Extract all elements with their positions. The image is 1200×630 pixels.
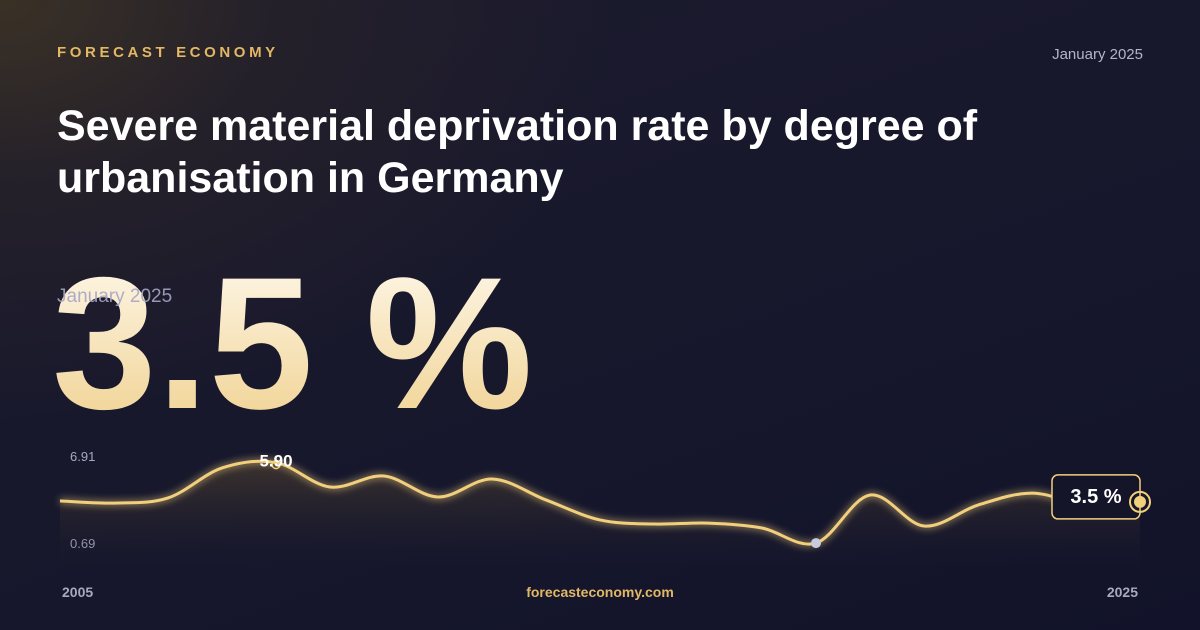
y-tick-label: 6.91: [70, 449, 95, 464]
date: January 2025: [1052, 46, 1143, 63]
x-tick-label: 2005: [62, 584, 93, 600]
footer: forecasteconomy.com: [526, 584, 674, 600]
brand: FORECAST ECONOMY: [57, 44, 279, 61]
headline-value: 3.5 %: [52, 238, 533, 448]
end-ring: [1129, 490, 1151, 513]
peak-label: 5.90: [259, 452, 292, 471]
end-label: 3.5 %: [1070, 486, 1121, 508]
peak-point: [271, 459, 281, 470]
x-tick-label: 2025: [1107, 584, 1138, 600]
end-point: [1134, 495, 1146, 508]
min-point: [811, 538, 821, 549]
area: [60, 461, 1140, 565]
line: [59, 459, 1141, 546]
title: Severe material deprivation rate by degr…: [57, 102, 978, 202]
headline-date: January 2025: [57, 286, 172, 307]
